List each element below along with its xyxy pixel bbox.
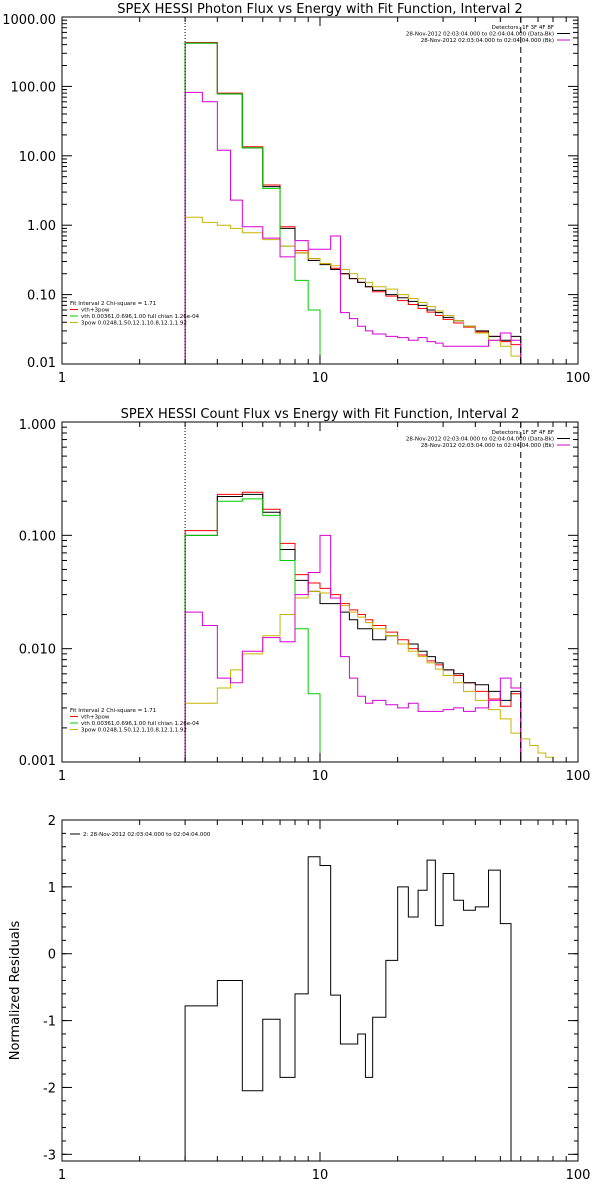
x-tick-label: 10 bbox=[312, 371, 329, 386]
x-tick-label: 100 bbox=[566, 1168, 591, 1183]
chart-panel-3: 1 10 100 -3 -2 -1 0 1 2 Normalized Residuals 2: 28… bbox=[8, 814, 590, 1183]
plot-area bbox=[184, 41, 522, 364]
y-tick-label: 0.010 bbox=[19, 643, 56, 658]
chart-title: SPEX HESSI Count Flux vs Energy with Fit… bbox=[121, 407, 520, 422]
chart-title: SPEX HESSI Photon Flux vs Energy with Fi… bbox=[117, 2, 523, 17]
y-axis-label: Normalized Residuals bbox=[8, 921, 23, 1061]
series-line-3pow bbox=[184, 216, 522, 364]
series-line-3pow bbox=[184, 590, 573, 762]
legend-entry: Fit Interval 2 Chi-square = 1.71 bbox=[70, 708, 156, 714]
y-tick-label: -1 bbox=[43, 1015, 56, 1030]
series-line-series-2 bbox=[184, 42, 522, 364]
y-tick-label: -3 bbox=[43, 1148, 56, 1163]
x-tick-label: 1 bbox=[58, 371, 66, 386]
y-tick-label: 0.001 bbox=[19, 754, 56, 769]
plot-area bbox=[184, 856, 521, 1161]
chart-panel-2: SPEX HESSI Count Flux vs Energy with Fit… bbox=[19, 407, 591, 784]
x-tick-label: 100 bbox=[566, 371, 591, 386]
series-line-vth-3pow bbox=[184, 41, 522, 364]
x-tick-label: 10 bbox=[312, 769, 329, 784]
chart-panel-1: SPEX HESSI Photon Flux vs Energy with Fi… bbox=[2, 2, 590, 386]
x-tick-label: 100 bbox=[566, 769, 591, 784]
x-tick-label: 1 bbox=[58, 1168, 66, 1183]
series-line-vth-3pow bbox=[184, 491, 522, 762]
series-line-series-1 bbox=[184, 856, 521, 1161]
legend-entry: 3pow 0.0248,1.50,12.1,10.8,12.1,1.92 bbox=[81, 321, 187, 327]
legend-entry: vth+3pow bbox=[81, 715, 110, 721]
y-tick-label: 10.00 bbox=[19, 150, 56, 165]
info-line: 28-Nov-2012 02:03:04.000 to 02:04:04.000… bbox=[406, 32, 554, 38]
info-line: Detectors: 1F 3F 4F 8F bbox=[492, 25, 554, 31]
y-tick-label: 0.10 bbox=[27, 289, 56, 304]
info-line: 28-Nov-2012 02:03:04.000 to 02:04:04.000… bbox=[421, 443, 554, 449]
y-tick-label: 1000.00 bbox=[2, 13, 56, 28]
info-line: 28-Nov-2012 02:03:04.000 to 02:04:04.000… bbox=[421, 38, 554, 44]
y-tick-label: 1.000 bbox=[19, 418, 56, 433]
series-line-series-5 bbox=[184, 534, 522, 762]
y-tick-label: 2 bbox=[48, 814, 56, 829]
y-tick-label: 0 bbox=[48, 948, 56, 963]
series-line-series-2 bbox=[184, 493, 522, 762]
info-line: Detectors: 1F 3F 4F 8F bbox=[492, 430, 554, 436]
y-tick-label: 1.00 bbox=[27, 219, 56, 234]
legend-entry: vth+3pow bbox=[81, 308, 110, 314]
x-tick-label: 1 bbox=[58, 769, 66, 784]
y-tick-label: 0.01 bbox=[27, 356, 56, 371]
legend-entry: 3pow 0.0248,1.50,12.1,10.8,12.1,1.92 bbox=[81, 728, 187, 734]
x-tick-label: 10 bbox=[312, 1168, 329, 1183]
y-tick-label: -2 bbox=[43, 1081, 56, 1096]
legend-entry: Fit Interval 2 Chi-square = 1.71 bbox=[70, 301, 156, 307]
y-tick-label: 0.100 bbox=[19, 529, 56, 544]
legend-entry: vth 0.00361,0.696,1.00 full chian 1.26e-… bbox=[81, 721, 200, 727]
series-line-series-5 bbox=[184, 91, 522, 364]
info-line: 28-Nov-2012 02:03:04.000 to 02:04:04.000… bbox=[406, 437, 554, 443]
y-tick-label: 100.00 bbox=[11, 80, 57, 95]
legend-entry: 2: 28-Nov-2012 02:03:04.000 to 02:04:04.… bbox=[83, 832, 211, 838]
series-line-vth bbox=[184, 498, 331, 762]
series-line-vth bbox=[184, 42, 331, 364]
legend-entry: vth 0.00361,0.696,1.00 full chian 1.26e-… bbox=[81, 314, 200, 320]
y-tick-label: 1 bbox=[48, 881, 56, 896]
plot-area bbox=[184, 491, 573, 762]
